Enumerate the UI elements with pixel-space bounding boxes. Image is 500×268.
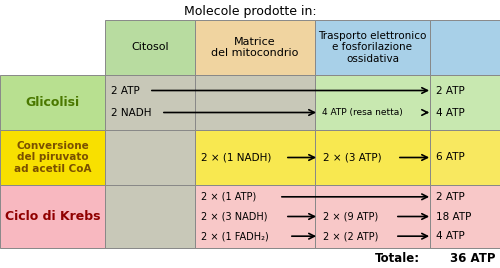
Text: 2 ATP: 2 ATP <box>111 85 140 95</box>
Text: 2 × (2 ATP): 2 × (2 ATP) <box>323 231 378 241</box>
Bar <box>315 75 430 130</box>
Text: 4 ATP (resa netta): 4 ATP (resa netta) <box>322 108 403 117</box>
Bar <box>430 185 500 248</box>
Text: Ciclo di Krebs: Ciclo di Krebs <box>5 210 100 223</box>
Bar <box>430 130 500 185</box>
Text: Matrice
del mitocondrio: Matrice del mitocondrio <box>212 37 298 58</box>
Text: Totale:: Totale: <box>375 251 420 265</box>
Text: 2 NADH: 2 NADH <box>111 107 152 117</box>
Text: 2 ATP: 2 ATP <box>436 192 465 202</box>
Text: Molecole prodotte in:: Molecole prodotte in: <box>184 6 316 18</box>
Bar <box>195 20 315 75</box>
Text: 2 × (1 ATP): 2 × (1 ATP) <box>201 192 256 202</box>
Text: 4 ATP: 4 ATP <box>436 231 465 241</box>
Text: Conversione
del piruvato
ad acetil CoA: Conversione del piruvato ad acetil CoA <box>14 141 91 174</box>
Bar <box>195 130 315 185</box>
Text: 2 × (3 NADH): 2 × (3 NADH) <box>201 211 268 221</box>
Text: 4 ATP: 4 ATP <box>436 107 465 117</box>
Bar <box>315 20 430 75</box>
Text: Trasporto elettronico
e fosforilazione
ossidativa: Trasporto elettronico e fosforilazione o… <box>318 31 426 64</box>
Bar <box>105 20 195 75</box>
Text: Citosol: Citosol <box>131 43 169 53</box>
Bar <box>105 185 195 248</box>
Text: 2 × (3 ATP): 2 × (3 ATP) <box>323 152 382 162</box>
Bar <box>0 20 105 75</box>
Bar <box>105 130 195 185</box>
Text: 2 ATP: 2 ATP <box>436 85 465 95</box>
Bar <box>105 75 195 130</box>
Bar <box>315 130 430 185</box>
Bar <box>195 75 315 130</box>
Text: 2 × (1 NADH): 2 × (1 NADH) <box>201 152 272 162</box>
Bar <box>195 185 315 248</box>
Bar <box>0 130 105 185</box>
Text: Glicolisi: Glicolisi <box>26 96 80 109</box>
Bar <box>430 20 500 75</box>
Bar <box>315 185 430 248</box>
Text: 6 ATP: 6 ATP <box>436 152 465 162</box>
Bar <box>0 75 105 130</box>
Text: 2 × (9 ATP): 2 × (9 ATP) <box>323 211 378 221</box>
Text: 2 × (1 FADH₂): 2 × (1 FADH₂) <box>201 231 269 241</box>
Bar <box>0 185 105 248</box>
Text: 36 ATP: 36 ATP <box>450 251 495 265</box>
Bar <box>430 75 500 130</box>
Text: 18 ATP: 18 ATP <box>436 211 472 221</box>
